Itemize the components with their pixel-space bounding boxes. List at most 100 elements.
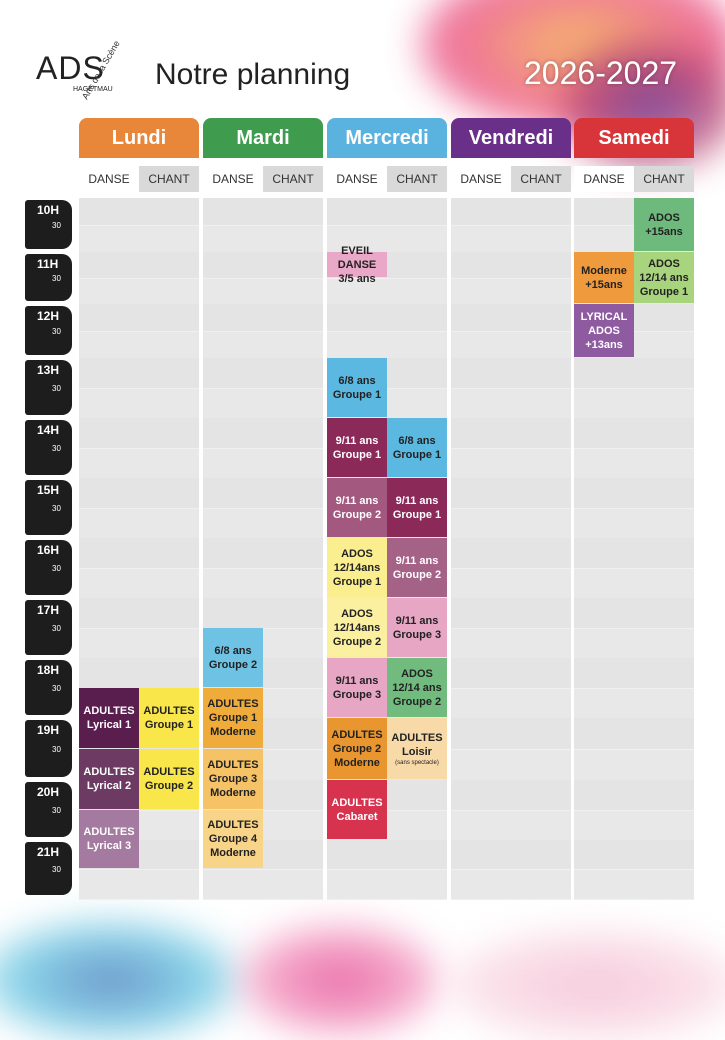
slot — [634, 478, 694, 509]
hour-label: 17H 30 — [25, 600, 72, 655]
slot — [511, 332, 571, 360]
class-block: ADOS 12/14 ans Groupe 1 — [634, 252, 694, 303]
slot — [327, 198, 387, 226]
class-note: (sans spectacle) — [395, 759, 439, 766]
slot — [263, 718, 323, 750]
hour-label: 12H 30 — [25, 306, 72, 355]
class-block: ADULTES Groupe 1 Moderne — [203, 688, 263, 748]
slot — [634, 569, 694, 600]
class-text: Groupe 3 — [332, 688, 382, 701]
slot — [79, 629, 139, 660]
slot — [79, 478, 139, 509]
slot — [387, 304, 447, 332]
class-block: 6/8 ans Groupe 1 — [387, 418, 447, 477]
hour-label: 20H 30 — [25, 782, 72, 837]
slot — [79, 449, 139, 480]
subcolumn-label: DANSE — [79, 166, 139, 192]
slot — [574, 449, 634, 480]
slot — [451, 658, 511, 689]
slot — [263, 598, 323, 629]
class-text: Groupe 1 — [639, 285, 689, 298]
slot — [574, 418, 634, 449]
slot — [574, 780, 634, 811]
class-block: ADULTES Cabaret — [327, 780, 387, 839]
slot — [574, 198, 634, 226]
slot — [387, 811, 447, 842]
slot — [79, 509, 139, 540]
class-text: 9/11 ans — [395, 614, 439, 627]
slot — [511, 304, 571, 332]
slot — [511, 718, 571, 750]
slot — [451, 718, 511, 750]
slot — [263, 840, 323, 870]
slot — [451, 870, 511, 900]
slot — [574, 811, 634, 842]
class-text: 12/14 ans — [639, 271, 689, 284]
hour-text: 16H — [37, 543, 60, 557]
slot — [139, 358, 199, 389]
slot — [139, 389, 199, 420]
slot — [387, 332, 447, 360]
slot — [511, 780, 571, 811]
class-text: Groupe 1 — [144, 719, 194, 731]
logo-town: HAGETMAU — [73, 86, 113, 93]
slot — [451, 418, 511, 449]
slot — [451, 252, 511, 279]
slot — [203, 509, 263, 540]
slot — [263, 811, 323, 842]
slot — [574, 750, 634, 782]
slot — [451, 509, 511, 540]
slot — [203, 870, 263, 900]
slot — [263, 538, 323, 569]
subcolumn-label: DANSE — [327, 166, 387, 192]
class-text: ADULTES — [207, 819, 259, 831]
half-hour-text: 30 — [52, 865, 61, 874]
slot — [634, 811, 694, 842]
class-text: Groupe 2 — [208, 658, 258, 671]
slot — [263, 750, 323, 782]
slot — [574, 389, 634, 420]
slot — [327, 304, 387, 332]
class-block: LYRICAL ADOS +13ans — [574, 304, 634, 357]
class-block: ADOS +15ans — [634, 198, 694, 251]
class-text: +15ans — [585, 278, 623, 291]
slot — [511, 449, 571, 480]
class-text: ADULTES — [207, 759, 259, 771]
slot — [634, 389, 694, 420]
class-block: 9/11 ans Groupe 1 — [327, 418, 387, 477]
slot — [634, 332, 694, 360]
half-hour-text: 30 — [52, 684, 61, 693]
slot — [451, 389, 511, 420]
slot — [387, 840, 447, 870]
slot — [511, 598, 571, 629]
class-block: Moderne +15ans — [574, 252, 634, 303]
slot — [574, 718, 634, 750]
class-text: Moderne — [334, 756, 380, 769]
hour-text: 21H — [37, 845, 60, 859]
slot — [574, 538, 634, 569]
slot — [263, 252, 323, 279]
class-block: ADULTES Lyrical 2 — [79, 749, 139, 809]
slot — [139, 226, 199, 254]
slot — [79, 198, 139, 226]
class-text: +13ans — [585, 338, 623, 351]
class-block: ADULTES Groupe 2 — [139, 749, 199, 809]
class-text: 12/14ans — [333, 561, 381, 574]
slot — [451, 750, 511, 782]
decoration — [450, 930, 725, 1040]
class-block: ADULTES Lyrical 3 — [79, 810, 139, 868]
class-text: +15ans — [645, 225, 683, 238]
slot — [511, 629, 571, 660]
slot — [574, 478, 634, 509]
hour-text: 15H — [37, 483, 60, 497]
slot — [203, 478, 263, 509]
subcolumn-label: CHANT — [511, 166, 571, 192]
class-text: Groupe 3 — [392, 628, 442, 641]
slot — [139, 811, 199, 842]
slot — [387, 780, 447, 811]
hour-label: 15H 30 — [25, 480, 72, 535]
slot — [203, 538, 263, 569]
slot — [574, 658, 634, 689]
slot — [451, 279, 511, 306]
class-block: ADULTES Groupe 3 Moderne — [203, 749, 263, 809]
